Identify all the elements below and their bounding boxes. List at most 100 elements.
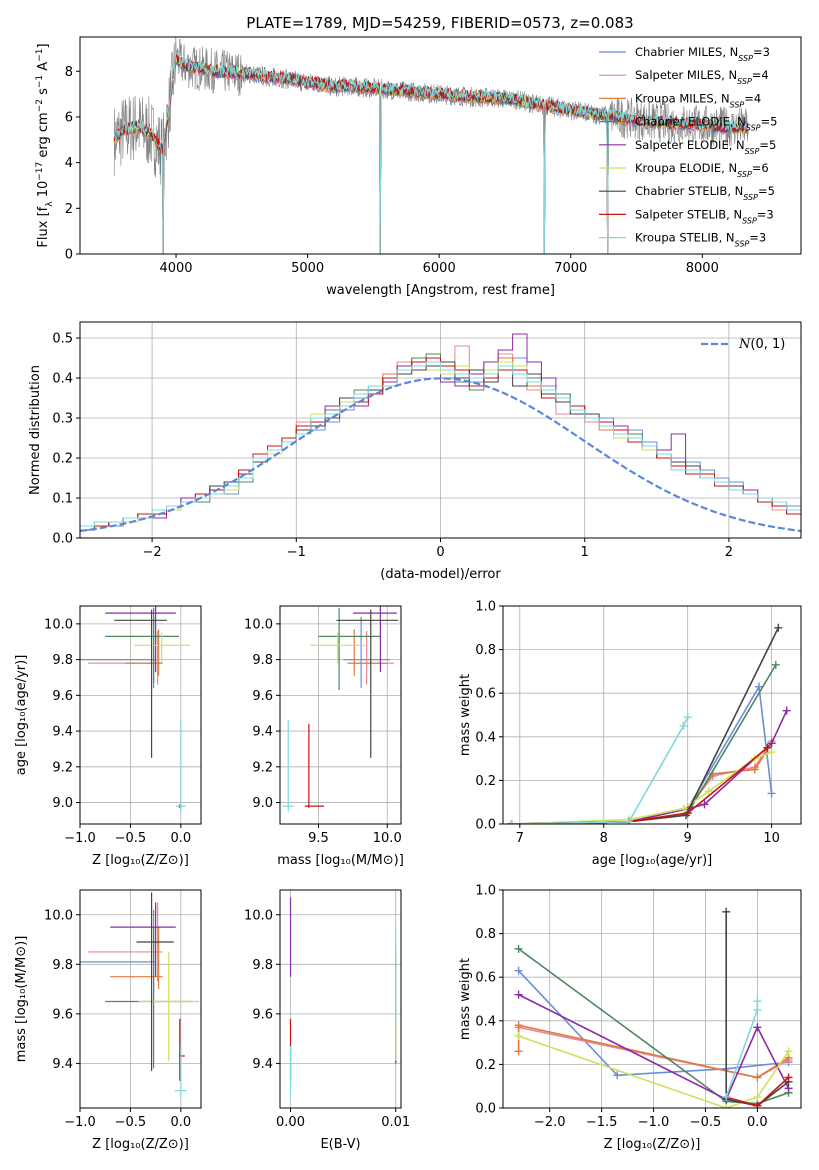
y-tick-label: 9.8 (252, 958, 273, 973)
weight-marker (514, 990, 523, 999)
y-tick-label: 9.2 (252, 760, 273, 775)
y-tick-label: 9.4 (52, 725, 73, 740)
weight-line-2 (511, 742, 773, 824)
y-tick-label: 0.6 (475, 687, 496, 702)
y-tick-label: 9.6 (252, 1007, 273, 1022)
weight-marker (753, 1073, 762, 1082)
errorbar-point-4 (352, 606, 397, 673)
weight-marker (753, 1023, 762, 1032)
errorbar-point-2 (110, 927, 163, 990)
y-tick-label: 0.4 (52, 372, 73, 387)
errorbar-point-5 (138, 951, 199, 1061)
weight-marker (753, 997, 762, 1006)
x-axis-label: (data-model)/error (380, 567, 501, 582)
x-tick-label: −1.0 (64, 831, 96, 846)
weight-marker (514, 1021, 523, 1030)
weight-line-8 (511, 716, 689, 824)
weight-marker (514, 1047, 523, 1056)
axes-frame (79, 889, 202, 1109)
label-fragment: age [log₁₀(age/yr)] (14, 655, 29, 776)
y-tick-label: 0.6 (475, 971, 496, 986)
y-tick-label: 9.2 (52, 760, 73, 775)
mass-vs-ebv-panel: 0.00 0.01 9.4 9.6 9.8 10.0 E(B-V) (244, 889, 410, 1152)
weight-marker (722, 907, 731, 916)
label-fragment: Z [log₁₀(Z/Z⊙)] (92, 853, 189, 868)
x-axis-label: E(B-V) (320, 1137, 360, 1152)
legend-label: Chabrier ELODIE, NSSP=5 (635, 115, 777, 133)
errorbar-point-6 (136, 892, 174, 1071)
age-vs-mass-panel: 9.5 10.0 9.0 9.2 9.4 9.6 9.8 10.0 mass [log₁₀(M/… (244, 605, 404, 868)
y-tick-label: 0.4 (475, 1014, 496, 1029)
histogram-7 (80, 357, 801, 531)
errorbar-point-0 (80, 616, 156, 689)
weight-marker (679, 804, 688, 813)
weight-marker (700, 800, 709, 809)
legend-subscript: SSP (738, 54, 753, 63)
errorbar-point-4 (110, 902, 176, 977)
weight-marker (704, 787, 713, 796)
y-tick-label: 0.2 (475, 774, 496, 789)
legend-label: Kroupa ELODIE, NSSP=6 (635, 161, 769, 179)
y-tick-label: 10.0 (44, 908, 73, 923)
y-tick-label: 0.0 (475, 1102, 496, 1117)
legend-label: Chabrier STELIB, NSSP=5 (635, 184, 775, 202)
weight-line-3 (511, 664, 777, 824)
legend-value: =5 (758, 184, 775, 198)
label-fragment: E(B-V) (320, 1137, 360, 1152)
histogram-8 (80, 361, 801, 531)
residuals-legend: N(0, 1) (701, 337, 785, 352)
weight-marker (683, 713, 692, 722)
weight-marker (767, 739, 776, 748)
mass-vs-metallicity-panel: −1.0 −0.5 0.0 9.4 9.6 9.8 10.0 Z [log₁₀(Z/Z⊙)] m… (14, 889, 202, 1152)
x-tick-label: 0.0 (170, 1115, 191, 1130)
x-tick-label: 4000 (159, 261, 192, 276)
x-axis-label: Z [log₁₀(Z/Z⊙)] (92, 853, 189, 868)
y-tick-label: 9.8 (252, 653, 273, 668)
weight-marker (753, 1093, 762, 1102)
weight-line-7 (511, 747, 768, 824)
legend-value: =3 (753, 45, 770, 59)
x-tick-label: 0.0 (170, 831, 191, 846)
y-tick-label: 8 (65, 65, 73, 80)
x-tick-label: −2 (143, 545, 162, 560)
legend-label: Chabrier MILES, NSSP=3 (635, 45, 770, 63)
errorbar-point-8 (174, 1046, 187, 1099)
label-fragment: (data-model)/error (380, 567, 501, 582)
weight-marker (624, 817, 633, 824)
x-tick-label: 2 (725, 545, 733, 560)
x-tick-label: −1.0 (638, 1115, 670, 1130)
spectrum-legend: Chabrier MILES, NSSP=3 Salpeter MILES, NS… (599, 45, 777, 248)
y-axis-label: mass weight (458, 674, 473, 756)
y-tick-label: 0.0 (52, 532, 73, 547)
spectrum-panel: 4000 5000 6000 7000 8000 0 2 4 6 8 Chabrier MILES,… (35, 36, 802, 298)
label-fragment: −1 (35, 75, 45, 88)
y-tick-label: 0.2 (475, 1058, 496, 1073)
weight-vs-age-plot-area (507, 623, 791, 824)
weight-marker (514, 966, 523, 975)
errorbar-point-8 (175, 720, 186, 812)
x-tick-label: −1 (287, 545, 306, 560)
legend-symbol: N (738, 337, 751, 352)
y-tick-label: 9.6 (52, 689, 73, 704)
x-axis-label: wavelength [Angstrom, rest frame] (326, 283, 555, 298)
weight-marker (722, 1104, 731, 1108)
x-tick-label: 0.01 (381, 1115, 410, 1130)
axes-frame (502, 605, 802, 825)
legend-label: Kroupa STELIB, NSSP=3 (635, 231, 766, 249)
label-fragment: −2 (35, 99, 45, 112)
model-line-6 (113, 52, 749, 254)
legend-subscript: SSP (737, 170, 752, 179)
x-tick-label: 8 (600, 831, 608, 846)
y-tick-label: 9.4 (252, 1057, 273, 1072)
errorbar-point-6 (336, 609, 399, 758)
legend-label: Salpeter MILES, NSSP=4 (635, 68, 769, 86)
weight-marker (613, 1071, 622, 1080)
weight-marker (679, 721, 688, 730)
label-fragment: age [log₁₀(age/yr)] (592, 853, 713, 868)
weight-line-1 (511, 740, 773, 824)
weight-marker (755, 682, 764, 691)
weight-line-8 (725, 1001, 759, 1098)
y-tick-label: 0.5 (52, 332, 73, 347)
x-tick-label: 9 (684, 831, 692, 846)
y-tick-label: 10.0 (244, 908, 273, 923)
